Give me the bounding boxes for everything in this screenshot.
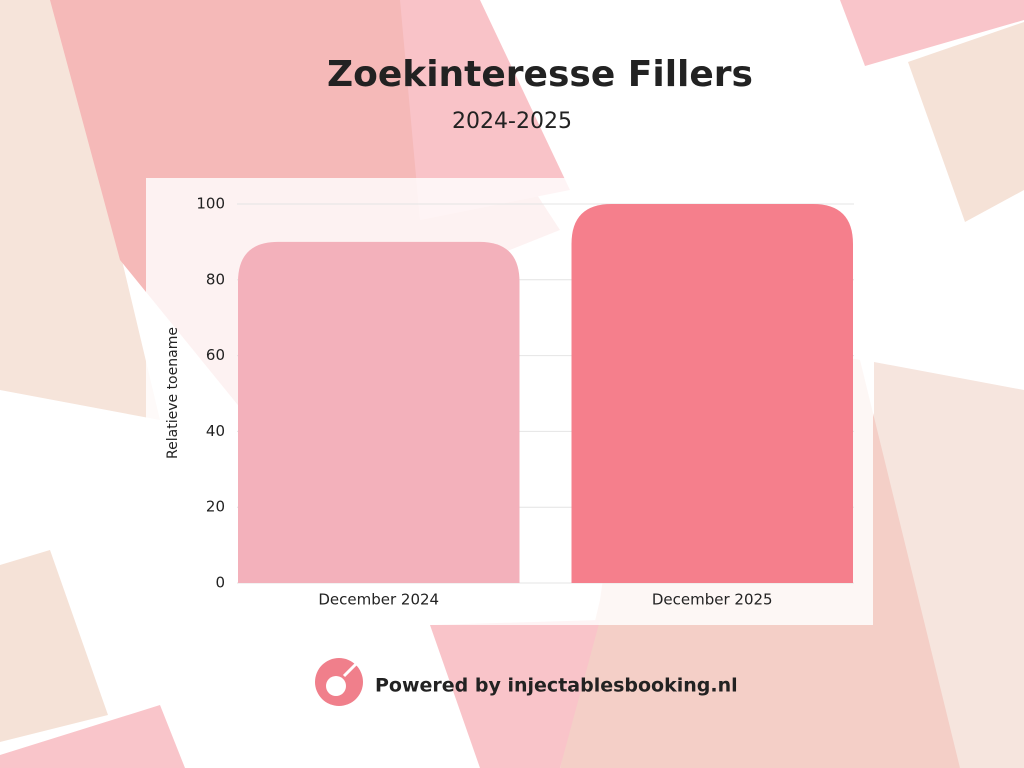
footer-text: Powered by injectablesbooking.nl xyxy=(375,675,738,697)
bar xyxy=(571,204,853,583)
logo-syringe xyxy=(342,662,358,678)
y-axis-label: Relatieve toename xyxy=(165,327,181,459)
y-tick-label: 0 xyxy=(215,574,225,592)
x-tick-label: December 2025 xyxy=(652,591,773,609)
y-tick-label: 80 xyxy=(206,270,225,288)
chart-title: Zoekinteresse Fillers xyxy=(327,54,753,95)
logo-face xyxy=(326,676,346,696)
y-tick-label: 100 xyxy=(196,195,225,213)
y-tick-label: 60 xyxy=(206,346,225,364)
chart-subtitle: 2024-2025 xyxy=(452,109,572,134)
x-tick-label: December 2024 xyxy=(318,591,439,609)
y-tick-label: 20 xyxy=(206,498,225,516)
y-tick-label: 40 xyxy=(206,422,225,440)
bar xyxy=(238,241,520,583)
plot: 0 20 40 60 80 100 December 2024 December 2025 xyxy=(196,195,854,609)
